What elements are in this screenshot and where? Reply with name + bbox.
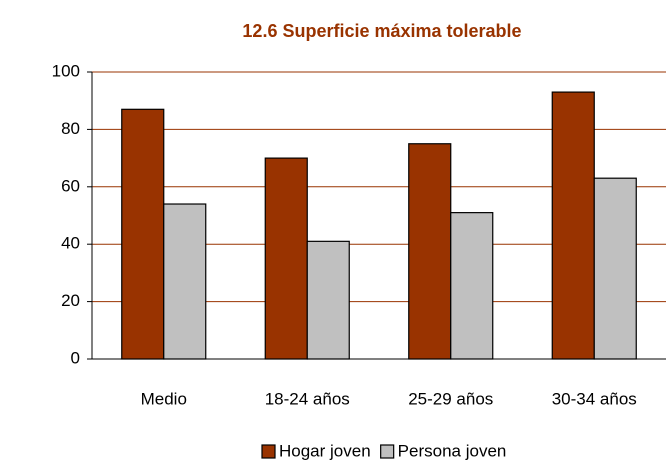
legend-label: Hogar joven [279, 441, 371, 460]
bar [551, 91, 595, 360]
legend-swatch [261, 444, 276, 459]
y-tick-label: 100 [52, 61, 80, 80]
bar [163, 203, 207, 360]
y-tick-label: 20 [61, 291, 80, 310]
legend-swatch [380, 444, 395, 459]
chart-title: 12.6 Superficie máxima tolerable [242, 21, 521, 41]
bar [306, 240, 350, 360]
y-tick-label: 60 [61, 176, 80, 195]
x-tick-label: 25-29 años [408, 389, 493, 408]
y-tick-label: 40 [61, 234, 80, 253]
y-tick-label: 80 [61, 119, 80, 138]
bar [450, 212, 494, 360]
legend-label: Persona joven [398, 441, 507, 460]
y-tick-label: 0 [71, 348, 80, 367]
bar [593, 177, 637, 360]
x-tick-label: 30-34 años [552, 389, 637, 408]
bar [408, 143, 452, 360]
x-tick-label: 18-24 años [265, 389, 350, 408]
bar [121, 108, 165, 360]
x-tick-label: Medio [141, 389, 187, 408]
bar [264, 157, 308, 360]
